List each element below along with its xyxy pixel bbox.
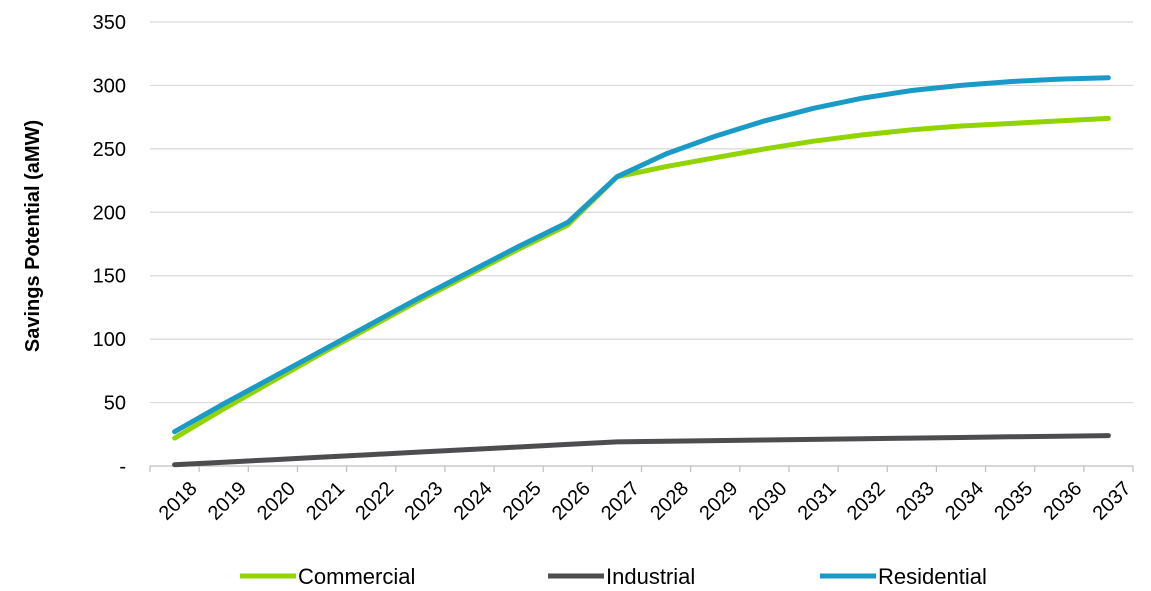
x-tick-label-2018: 2018 [155, 478, 202, 525]
y-tick-label-350: 350 [93, 12, 126, 34]
x-tick-label-2025: 2025 [499, 478, 546, 525]
x-tick-label-2023: 2023 [400, 478, 447, 525]
legend-label-commercial: Commercial [298, 564, 415, 589]
x-tick-label-2029: 2029 [695, 478, 742, 525]
legend-label-residential: Residential [878, 564, 987, 589]
series-line-industrial [172, 433, 1111, 468]
y-axis-label: Savings Potential (aMW) [22, 120, 44, 352]
series-lines [172, 75, 1111, 468]
x-tick-label-2027: 2027 [597, 478, 644, 525]
x-tick-label-2033: 2033 [892, 478, 939, 525]
y-tick-label-150: 150 [93, 266, 126, 288]
x-tick-label-2035: 2035 [990, 478, 1037, 525]
gridlines [150, 21, 1133, 404]
y-tick-label-0: - [119, 456, 126, 478]
y-tick-label-50: 50 [104, 393, 126, 415]
x-tick-label-2028: 2028 [646, 478, 693, 525]
x-tick-label-2020: 2020 [253, 478, 300, 525]
x-tick-label-2024: 2024 [450, 478, 497, 525]
x-tick-label-2021: 2021 [302, 478, 349, 525]
x-tick-label-2032: 2032 [843, 478, 890, 525]
x-tick-label-2019: 2019 [204, 478, 251, 525]
y-tick-label-250: 250 [93, 139, 126, 161]
x-axis-tick-labels: 2018 2019 2020 2021 2022 2023 2024 2025 2026 2027… [155, 478, 1136, 525]
x-tick-label-2031: 2031 [794, 478, 841, 525]
x-tick-label-2030: 2030 [745, 478, 792, 525]
y-axis-tick-labels: - 50 100 150 200 250 300 350 [93, 12, 126, 478]
y-tick-label-200: 200 [93, 202, 126, 224]
legend-label-industrial: Industrial [606, 564, 695, 589]
x-tick-label-2022: 2022 [351, 478, 398, 525]
x-tick-label-2036: 2036 [1039, 478, 1086, 525]
y-tick-label-100: 100 [93, 329, 126, 351]
x-tick-label-2037: 2037 [1089, 478, 1136, 525]
x-tick-label-2034: 2034 [941, 478, 988, 525]
legend: Commercial Industrial Residential [240, 564, 987, 589]
series-line-residential [172, 75, 1111, 435]
y-tick-label-300: 300 [93, 75, 126, 97]
axes [149, 465, 1134, 472]
x-tick-label-2026: 2026 [548, 478, 595, 525]
